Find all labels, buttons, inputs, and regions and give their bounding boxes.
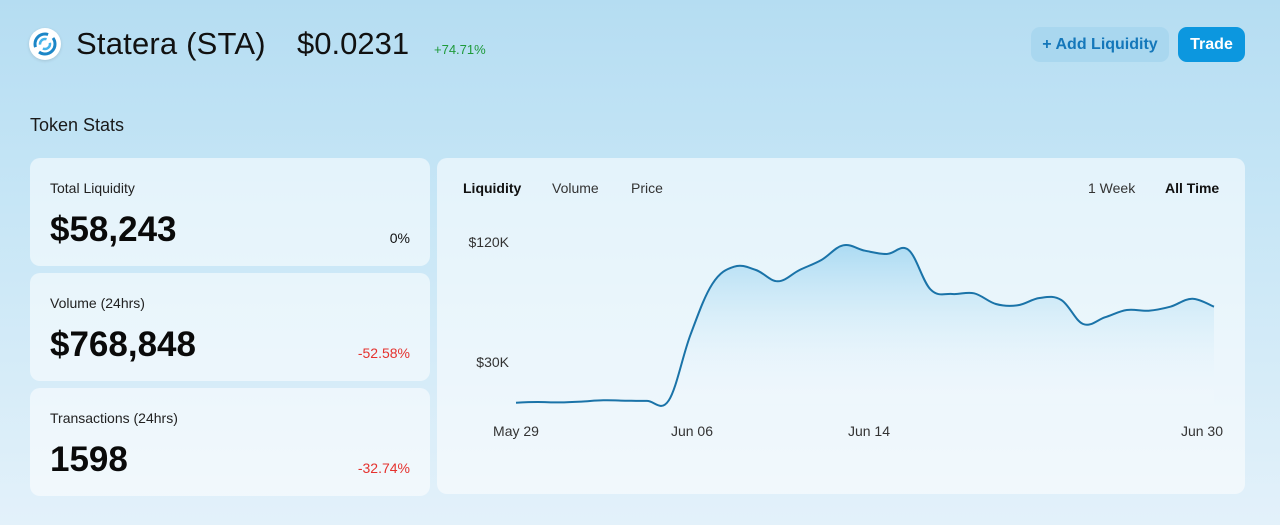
- chart-point: [972, 291, 976, 295]
- y-tick-label: $120K: [469, 234, 510, 250]
- stat-card-transactions: Transactions (24hrs) 1598 -32.74%: [30, 388, 430, 496]
- stat-change: -32.74%: [357, 460, 410, 476]
- chart-point: [1147, 309, 1151, 313]
- chart-point: [1081, 322, 1085, 326]
- range-1-week[interactable]: 1 Week: [1088, 180, 1136, 196]
- chart-point: [885, 252, 889, 256]
- chart-line: [515, 244, 1215, 407]
- stat-label: Transactions (24hrs): [50, 410, 178, 426]
- chart-point: [798, 268, 802, 272]
- statera-logo-icon: [29, 28, 61, 60]
- token-name: Statera (STA): [76, 26, 266, 61]
- stat-value: 1598: [50, 440, 128, 479]
- stat-value: $58,243: [50, 210, 177, 249]
- chart-card: Liquidity Volume Price 1 Week All Time $…: [437, 158, 1245, 494]
- tab-volume[interactable]: Volume: [552, 180, 599, 196]
- chart-point: [601, 398, 605, 402]
- chart-point: [732, 265, 736, 269]
- stat-label: Volume (24hrs): [50, 295, 145, 311]
- x-tick-label: Jun 14: [848, 423, 890, 439]
- chart-point: [754, 268, 758, 272]
- chart-point: [776, 279, 780, 283]
- x-tick-label: May 29: [493, 423, 539, 439]
- trade-button[interactable]: Trade: [1178, 27, 1245, 62]
- token-price-change: +74.71%: [434, 42, 486, 57]
- x-tick-label: Jun 30: [1181, 423, 1223, 439]
- chart-point: [1038, 296, 1042, 300]
- section-title: Token Stats: [30, 115, 125, 135]
- chart-point: [928, 287, 932, 291]
- liquidity-chart: $120K $30K May 29 Jun 06 Jun 14 Jun 30: [469, 234, 1224, 439]
- token-price: $0.0231: [297, 26, 410, 61]
- x-tick-label: Jun 06: [671, 423, 713, 439]
- chart-point: [950, 292, 954, 296]
- chart-point: [1190, 297, 1194, 301]
- chart-point: [667, 399, 671, 403]
- stat-card-total-liquidity: Total Liquidity $58,243 0%: [30, 158, 430, 266]
- chart-area: [516, 245, 1214, 406]
- stat-label: Total Liquidity: [50, 180, 135, 196]
- chart-point: [1125, 308, 1129, 312]
- chart-point: [710, 282, 714, 286]
- add-liquidity-button[interactable]: + Add Liquidity: [1031, 27, 1169, 62]
- chart-point: [907, 248, 911, 252]
- chart-point: [514, 401, 518, 405]
- chart-point: [841, 243, 845, 247]
- range-all-time[interactable]: All Time: [1165, 180, 1220, 196]
- chart-point: [863, 249, 867, 253]
- stat-change: 0%: [389, 230, 410, 246]
- chart-point: [1059, 298, 1063, 302]
- tab-liquidity[interactable]: Liquidity: [463, 180, 522, 196]
- chart-point: [558, 400, 562, 404]
- chart-point: [536, 400, 540, 404]
- tab-price[interactable]: Price: [631, 180, 663, 196]
- chart-point: [689, 333, 693, 337]
- chart-point: [1103, 315, 1107, 319]
- chart-point: [994, 302, 998, 306]
- chart-point: [1212, 305, 1216, 309]
- chart-point: [645, 399, 649, 403]
- stat-card-volume: Volume (24hrs) $768,848 -52.58%: [30, 273, 430, 381]
- page-header: Statera (STA) $0.0231 +74.71% + Add Liqu…: [0, 0, 1280, 90]
- chart-point: [579, 400, 583, 404]
- chart-point: [1168, 305, 1172, 309]
- chart-point: [819, 258, 823, 262]
- stat-change: -52.58%: [357, 345, 410, 361]
- y-tick-label: $30K: [476, 354, 509, 370]
- chart-point: [1016, 303, 1020, 307]
- stat-value: $768,848: [50, 325, 196, 364]
- chart-point: [623, 399, 627, 403]
